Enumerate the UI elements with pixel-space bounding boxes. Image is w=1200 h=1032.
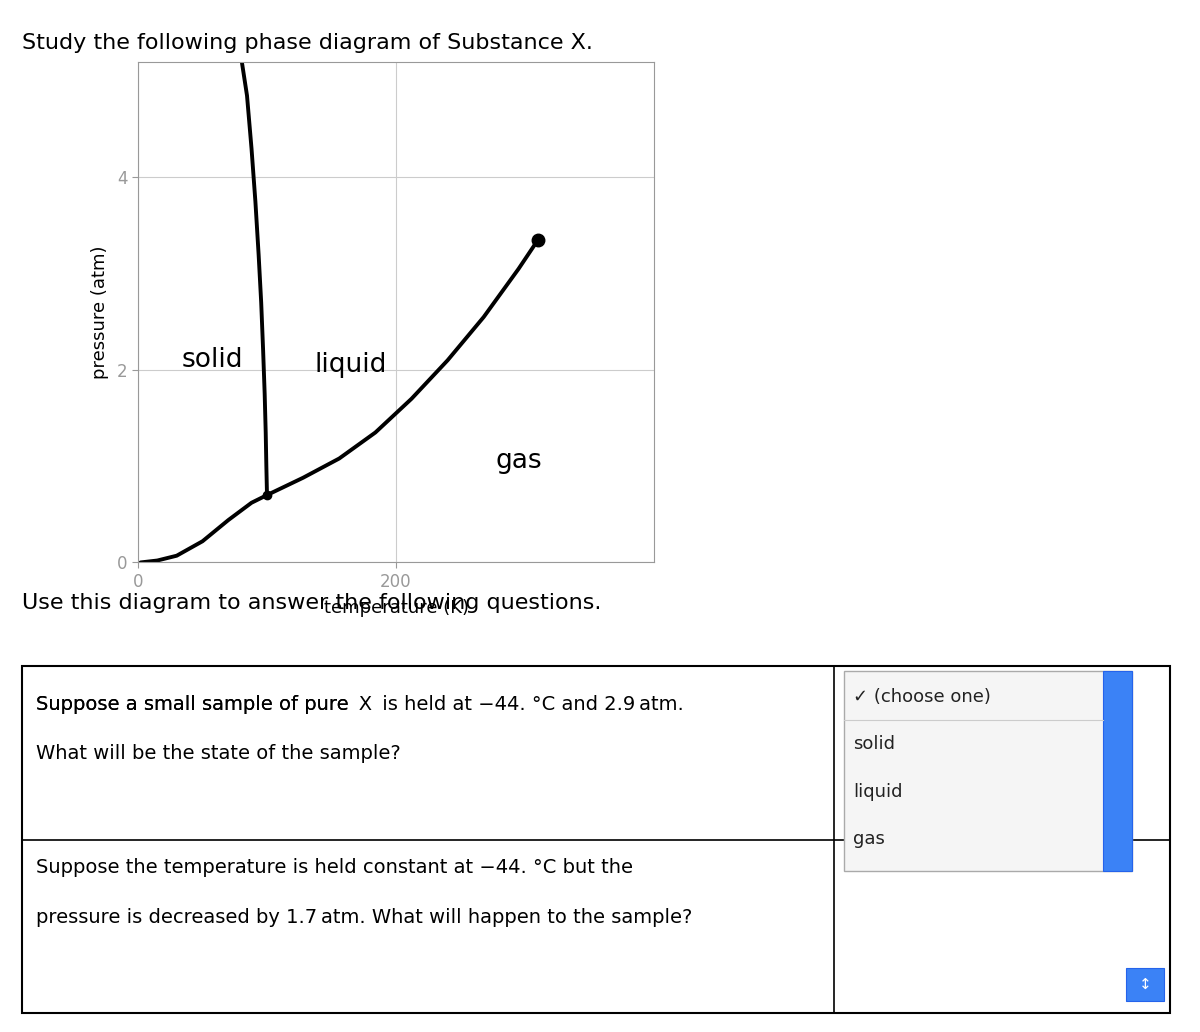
Text: liquid: liquid [853,782,902,801]
Text: solid: solid [182,348,244,374]
Text: Suppose a small sample of pure  X  is held at −44. °C and 2.9 atm.: Suppose a small sample of pure X is held… [36,695,684,713]
Text: Use this diagram to answer the following questions.: Use this diagram to answer the following… [22,593,601,613]
Text: solid: solid [853,735,895,753]
Text: What will be the state of the sample?: What will be the state of the sample? [36,744,401,763]
Text: Study the following phase diagram of Substance X.: Study the following phase diagram of Sub… [22,33,593,53]
Text: ✓ (choose one): ✓ (choose one) [853,687,991,706]
Text: Suppose a small sample of pure: Suppose a small sample of pure [36,695,355,713]
Text: liquid: liquid [314,352,388,378]
Text: pressure is decreased by 1.7 atm. What will happen to the sample?: pressure is decreased by 1.7 atm. What w… [36,908,692,927]
Text: gas: gas [853,830,886,848]
Y-axis label: pressure (atm): pressure (atm) [91,246,109,379]
Text: gas: gas [496,448,542,475]
Text: ↕: ↕ [1139,977,1151,992]
X-axis label: temperature (K): temperature (K) [324,600,468,617]
Text: Suppose the temperature is held constant at −44. °C but the: Suppose the temperature is held constant… [36,859,634,877]
